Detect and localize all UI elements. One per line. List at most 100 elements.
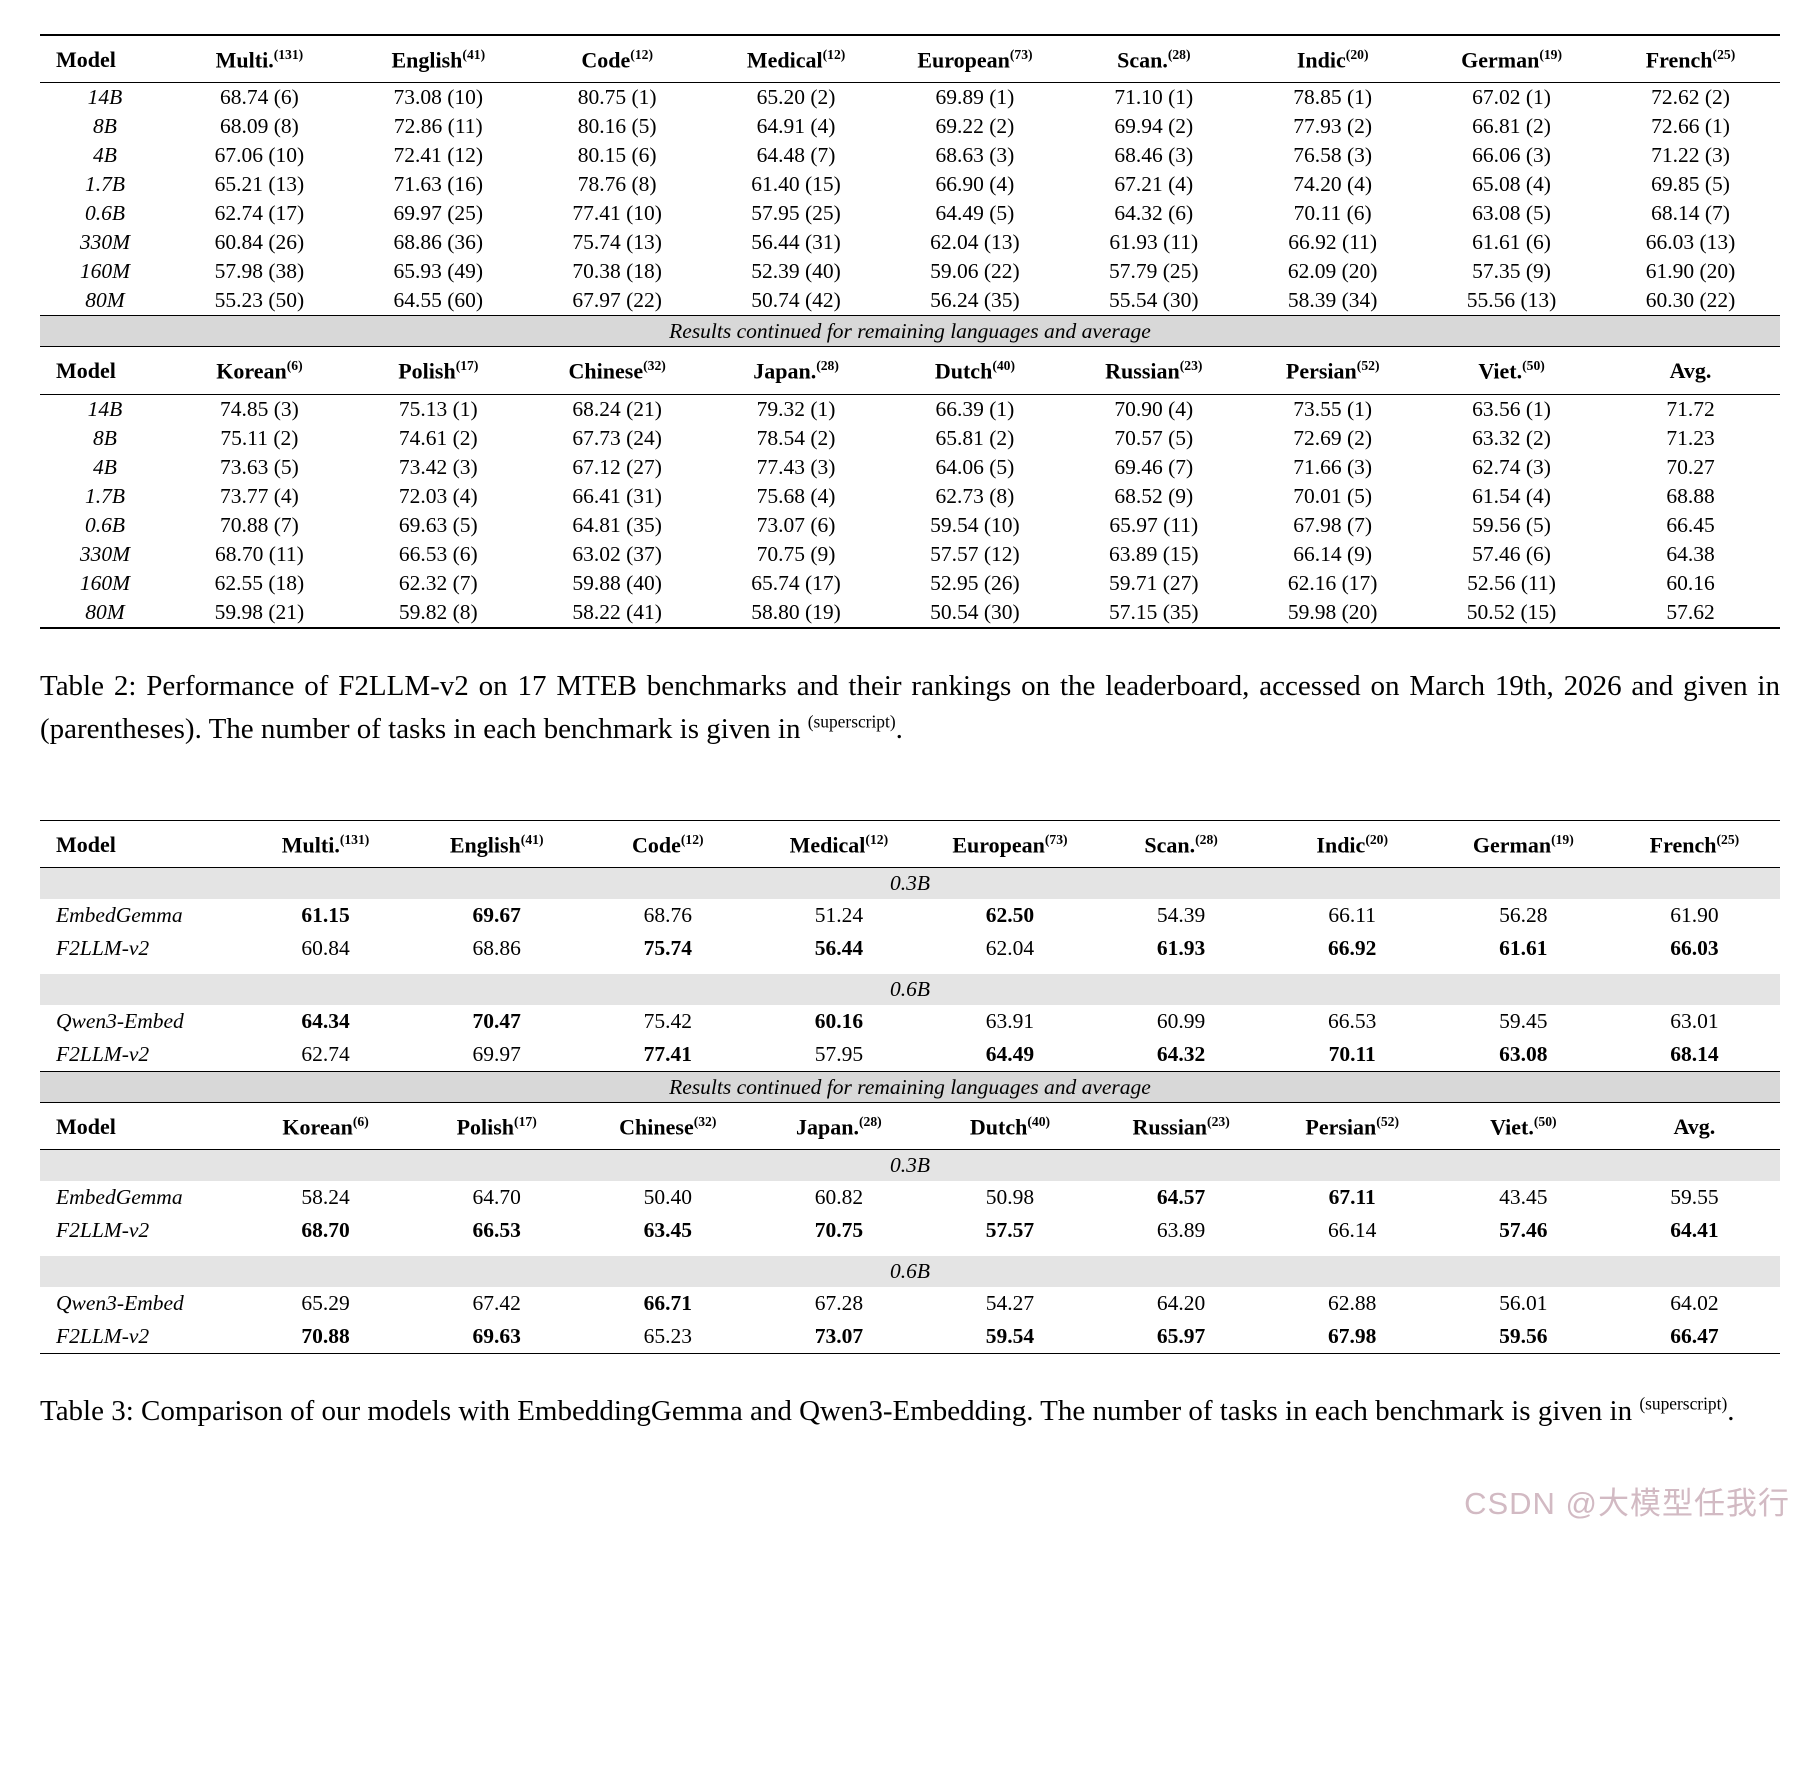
score-cell: 80.15 (6) bbox=[577, 143, 657, 168]
score-cell: 64.49 bbox=[985, 1041, 1035, 1066]
table-row: 4B 73.63 (5) 73.42 (3) 67.12 (27) 77.43 (3) 6… bbox=[40, 453, 1780, 482]
table-row: 0.6B 70.88 (7) 69.63 (5) 64.81 (35) 73.07 (6… bbox=[40, 511, 1780, 540]
column-header: Russian(23) bbox=[1132, 1113, 1230, 1140]
column-header: Avg. bbox=[1673, 1114, 1716, 1140]
score-cell: 61.40 (15) bbox=[751, 172, 841, 197]
score-cell: 50.54 (30) bbox=[930, 599, 1020, 624]
model-name: 1.7B bbox=[84, 172, 125, 197]
score-cell: 59.56 (5) bbox=[1472, 512, 1551, 537]
score-cell: 70.01 (5) bbox=[1293, 483, 1373, 508]
model-name: 4B bbox=[93, 143, 117, 168]
column-header: Korean(6) bbox=[216, 358, 303, 384]
score-cell: 77.43 (3) bbox=[756, 454, 836, 479]
score-cell: 67.28 bbox=[814, 1291, 864, 1316]
column-header: English(41) bbox=[391, 47, 486, 73]
score-cell: 64.91 (4) bbox=[756, 114, 836, 139]
score-cell: 57.15 (35) bbox=[1109, 599, 1199, 624]
score-cell: 70.88 (7) bbox=[220, 512, 299, 537]
score-cell: 55.54 (30) bbox=[1109, 288, 1199, 313]
table-row: 14B 74.85 (3) 75.13 (1) 68.24 (21) 79.32 (1)… bbox=[40, 394, 1780, 424]
task-count-superscript: (52) bbox=[1376, 1113, 1399, 1129]
score-cell: 68.86 (36) bbox=[393, 230, 484, 255]
task-count-superscript: (23) bbox=[1179, 358, 1203, 374]
model-name: F2LLM-v2 bbox=[56, 1218, 150, 1243]
band-label: 0.6B bbox=[40, 1256, 1780, 1288]
score-cell: 64.55 (60) bbox=[393, 288, 484, 313]
table3-caption-text: Table 3: Comparison of our models with E… bbox=[40, 1395, 1640, 1428]
score-cell: 68.70 bbox=[301, 1218, 350, 1243]
score-cell: 67.42 bbox=[472, 1291, 521, 1316]
score-cell: 74.20 (4) bbox=[1293, 172, 1373, 197]
score-cell: 64.48 (7) bbox=[756, 143, 836, 168]
model-name: F2LLM-v2 bbox=[56, 1324, 150, 1349]
table-body: Model Multi.(131) English(41) Code(12) Medic… bbox=[40, 820, 1780, 1354]
score-cell: 67.21 (4) bbox=[1114, 172, 1194, 197]
score-cell: 59.71 (27) bbox=[1109, 570, 1199, 595]
band-label: Results continued for remaining language… bbox=[40, 1071, 1780, 1103]
score-cell: 68.14 bbox=[1670, 1041, 1719, 1066]
band-label: 0.3B bbox=[40, 1149, 1780, 1182]
score-cell: 57.95 bbox=[814, 1041, 864, 1066]
score-cell: 70.88 bbox=[301, 1324, 350, 1349]
task-count-superscript: (12) bbox=[865, 831, 889, 847]
score-cell: 61.93 (11) bbox=[1109, 230, 1199, 255]
score-cell: 63.56 (1) bbox=[1472, 396, 1551, 421]
score-cell: 65.93 (49) bbox=[393, 259, 484, 284]
score-cell: 59.88 (40) bbox=[572, 570, 662, 595]
score-cell: 68.09 (8) bbox=[220, 114, 299, 139]
score-cell: 67.98 bbox=[1328, 1324, 1377, 1349]
score-cell: 66.81 (2) bbox=[1472, 114, 1551, 139]
score-cell: 63.02 (37) bbox=[572, 541, 662, 566]
score-cell: 65.81 (2) bbox=[935, 425, 1015, 450]
score-cell: 56.24 (35) bbox=[930, 288, 1020, 313]
task-count-superscript: (41) bbox=[462, 47, 486, 62]
task-count-superscript: (28) bbox=[859, 1113, 882, 1129]
column-header: European(73) bbox=[952, 831, 1068, 857]
score-cell: 61.90 bbox=[1670, 902, 1719, 927]
score-cell: 61.90 (20) bbox=[1645, 259, 1736, 284]
score-cell: 63.08 (5) bbox=[1472, 201, 1551, 226]
score-cell: 68.88 bbox=[1666, 483, 1715, 508]
score-cell: 66.53 (6) bbox=[398, 541, 478, 566]
score-cell: 67.06 (10) bbox=[214, 143, 305, 168]
score-cell: 64.57 bbox=[1156, 1185, 1206, 1210]
score-cell: 68.14 (7) bbox=[1651, 201, 1730, 226]
score-cell: 64.32 (6) bbox=[1114, 201, 1194, 226]
score-cell: 62.04 bbox=[985, 935, 1035, 960]
score-cell: 75.74 (13) bbox=[572, 230, 662, 255]
score-cell: 65.29 bbox=[301, 1291, 350, 1316]
score-cell: 62.88 bbox=[1328, 1291, 1377, 1316]
score-cell: 72.86 (11) bbox=[393, 114, 483, 139]
column-header: Persian(52) bbox=[1305, 1113, 1399, 1140]
score-cell: 66.53 bbox=[1328, 1008, 1377, 1033]
column-header: Model bbox=[56, 831, 116, 857]
score-cell: 66.92 bbox=[1328, 935, 1377, 960]
score-cell: 59.54 (10) bbox=[930, 512, 1020, 537]
column-header: Code(12) bbox=[631, 831, 704, 857]
score-cell: 56.28 bbox=[1499, 902, 1548, 927]
column-header: Model bbox=[56, 1114, 116, 1140]
table-row: F2LLM-v2 62.74 69.97 77.41 57.95 64.49 64.32 70… bbox=[40, 1038, 1780, 1072]
score-cell: 73.55 (1) bbox=[1293, 396, 1373, 421]
score-cell: 63.08 bbox=[1499, 1041, 1548, 1066]
score-cell: 63.91 bbox=[985, 1008, 1035, 1033]
table-row: 330M 60.84 (26) 68.86 (36) 75.74 (13) 56.44 … bbox=[40, 228, 1780, 257]
score-cell: 67.02 (1) bbox=[1472, 85, 1551, 110]
score-cell: 67.11 bbox=[1328, 1185, 1376, 1210]
score-cell: 66.41 (31) bbox=[572, 483, 662, 508]
band-label: 0.3B bbox=[40, 867, 1780, 899]
score-cell: 73.07 (6) bbox=[756, 512, 836, 537]
task-count-superscript: (17) bbox=[514, 1113, 537, 1129]
score-cell: 57.57 bbox=[985, 1218, 1035, 1243]
score-cell: 66.14 (9) bbox=[1293, 541, 1373, 566]
score-cell: 63.32 (2) bbox=[1472, 425, 1551, 450]
band-label: 0.6B bbox=[40, 973, 1780, 1005]
score-cell: 62.74 bbox=[301, 1041, 350, 1066]
score-cell: 57.46 bbox=[1499, 1218, 1548, 1243]
score-cell: 60.16 bbox=[1666, 570, 1715, 595]
score-cell: 63.89 (15) bbox=[1109, 541, 1199, 566]
score-cell: 71.72 bbox=[1666, 396, 1715, 421]
score-cell: 60.30 (22) bbox=[1645, 288, 1736, 313]
score-cell: 59.98 (21) bbox=[214, 599, 305, 624]
